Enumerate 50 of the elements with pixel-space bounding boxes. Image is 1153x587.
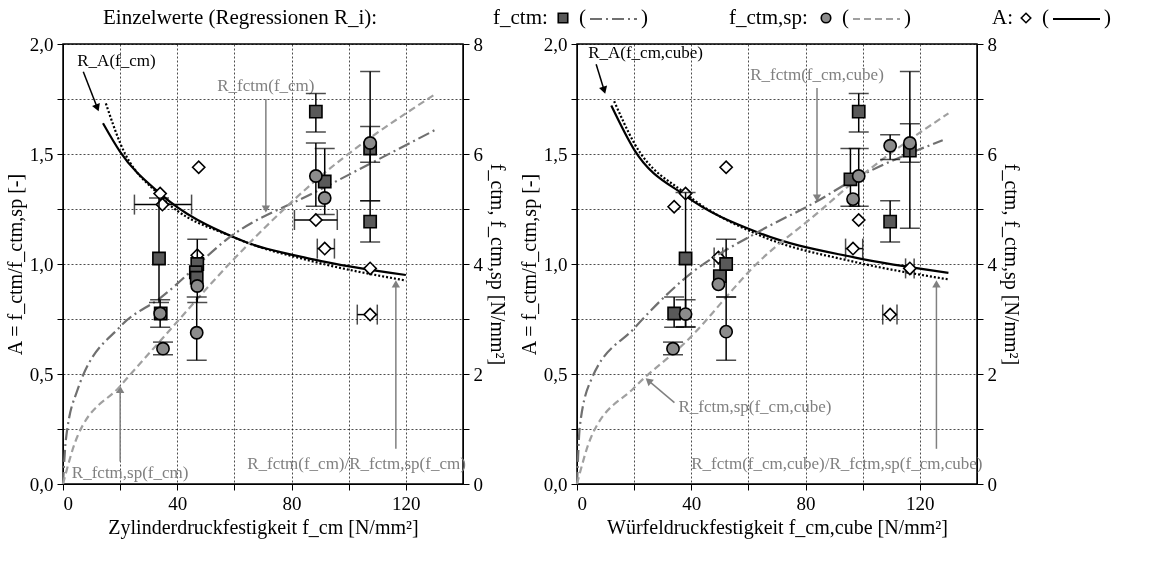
annotation: R_fctm,sp(f_cm,cube) — [678, 396, 832, 416]
y-tick-label: 0,5 — [543, 363, 568, 385]
y-tick-label: 1,5 — [29, 143, 54, 165]
y2-tick-label: 2 — [987, 363, 997, 385]
x-tick-label: 80 — [282, 492, 302, 514]
y2-axis-title: f_ctm, f_ctm,sp [N/mm²] — [1000, 163, 1023, 366]
text: ( — [579, 5, 586, 29]
y2-tick-label: 0 — [473, 473, 483, 495]
x-tick-label: 0 — [63, 492, 73, 514]
y-tick-label: 0,0 — [543, 473, 568, 495]
annotation: R_fctm,sp(f_cm) — [71, 463, 189, 483]
x-tick-label: 120 — [392, 492, 421, 514]
y2-axis-title: f_ctm, f_ctm,sp [N/mm²] — [486, 163, 509, 366]
x-axis-title: Würfeldruckfestigkeit f_cm,cube [N/mm²] — [607, 515, 948, 539]
text: ( — [842, 5, 849, 29]
y-tick-label: 2,0 — [543, 33, 568, 55]
y2-tick-label: 4 — [473, 253, 484, 275]
y2-tick-label: 6 — [473, 143, 483, 165]
y-tick-label: 2,0 — [29, 33, 54, 55]
x-axis-title: Zylinderdruckfestigkeit f_cm [N/mm²] — [108, 515, 419, 539]
y2-tick-label: 8 — [473, 33, 483, 55]
text: ) — [1104, 5, 1111, 29]
legend-label: A: — [992, 5, 1013, 29]
text: ( — [1042, 5, 1049, 29]
y2-tick-label: 2 — [473, 363, 483, 385]
y2-tick-label: 6 — [987, 143, 997, 165]
y-axis-title: A = f_ctm/f_ctm,sp [-] — [3, 173, 27, 356]
legend-label: f_ctm,sp: — [729, 5, 808, 29]
y-tick-label: 1,0 — [29, 253, 54, 275]
x-tick-label: 80 — [796, 492, 816, 514]
y-axis-title: A = f_ctm/f_ctm,sp [-] — [517, 173, 541, 356]
y2-tick-label: 4 — [987, 253, 998, 275]
y2-tick-label: 0 — [987, 473, 997, 495]
y-tick-label: 1,5 — [543, 143, 568, 165]
legend-title: Einzelwerte (Regressionen R_i): — [103, 5, 378, 29]
y-tick-label: 0,0 — [29, 473, 54, 495]
annotation: R_A(f_cm) — [77, 50, 156, 70]
x-tick-label: 40 — [682, 492, 702, 514]
annotation: R_fctm(f_cm) — [217, 76, 315, 95]
y2-tick-label: 8 — [987, 33, 997, 55]
x-tick-label: 120 — [906, 492, 935, 514]
legend-label: f_ctm: — [493, 5, 548, 29]
x-tick-label: 0 — [577, 492, 587, 514]
y-tick-label: 1,0 — [543, 253, 568, 275]
y-tick-label: 0,5 — [29, 363, 54, 385]
annotation: R_fctm(f_cm,cube) — [750, 65, 884, 84]
annotation: R_A(f_cm,cube) — [588, 43, 703, 63]
x-tick-label: 40 — [168, 492, 188, 514]
text: ) — [904, 5, 911, 29]
text: ) — [641, 5, 648, 29]
